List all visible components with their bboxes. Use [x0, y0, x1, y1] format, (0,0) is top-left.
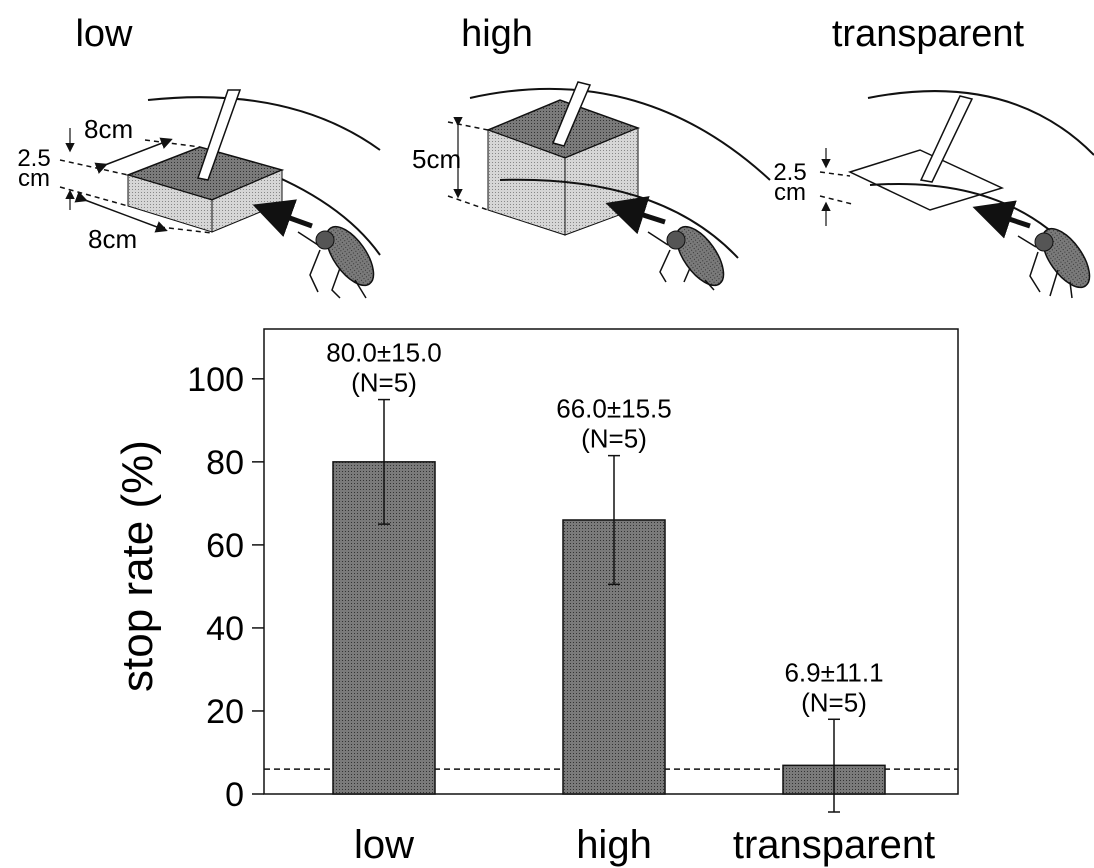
y-tick-label: 80	[206, 444, 244, 482]
dim-line	[819, 195, 853, 205]
dim-arrow	[74, 191, 168, 233]
cockroach-icon	[297, 225, 375, 299]
dim-line	[819, 171, 851, 177]
dim-label-height-bottom: cm	[774, 179, 806, 206]
x-tick-label: transparent	[733, 823, 935, 867]
panel-title-transparent: transparent	[832, 13, 1025, 55]
y-tick-label: 20	[206, 693, 244, 731]
dim-line	[447, 195, 489, 211]
data-label: 6.9±11.1	[784, 657, 883, 687]
y-tick-label: 40	[206, 610, 244, 648]
transparent-plate	[847, 149, 1005, 211]
x-axis: low high transparent	[354, 823, 935, 867]
stimulus-rod	[197, 89, 242, 181]
arena-outer-arc	[867, 90, 1094, 156]
approach-arrow	[972, 200, 1031, 239]
cockroach-icon	[647, 225, 725, 291]
panel-transparent: transparent 2.5 cm	[773, 13, 1094, 299]
dim-label-height-bottom: cm	[18, 165, 50, 192]
panel-low: low 8cm 2.5 cm 8cm	[17, 13, 381, 299]
dim-label-height: 5cm	[412, 144, 461, 174]
data-label: 66.0±15.5	[556, 394, 671, 424]
n-label: (N=5)	[581, 424, 647, 454]
dim-label-height-top: 2.5	[17, 145, 50, 172]
y-axis-label: stop rate (%)	[113, 440, 162, 692]
dim-label-depth: 8cm	[88, 224, 137, 254]
panel-high: high 5cm	[412, 13, 771, 291]
y-tick-label: 60	[206, 527, 244, 565]
dim-line	[144, 139, 201, 148]
dim-arrow	[94, 137, 173, 174]
x-tick-label: low	[354, 823, 414, 867]
dim-label-height-top: 2.5	[773, 159, 806, 186]
x-tick-label: high	[576, 823, 652, 867]
dim-label-width: 8cm	[84, 114, 133, 144]
approach-arrow	[252, 199, 313, 237]
stimulus-rod	[551, 81, 592, 147]
panel-title-high: high	[461, 13, 533, 55]
y-tick-label: 100	[187, 361, 244, 399]
n-label: (N=5)	[351, 368, 417, 398]
approach-arrow	[605, 196, 666, 235]
bars: 80.0±15.0(N=5)66.0±15.5(N=5)6.9±11.1(N=5…	[326, 338, 886, 813]
stimulus-rod	[919, 95, 974, 183]
dim-line	[447, 121, 489, 131]
cockroach-icon	[1017, 227, 1091, 299]
arena-outer-arc	[147, 96, 381, 151]
panel-title-low: low	[75, 13, 133, 55]
data-label: 80.0±15.0	[326, 338, 441, 368]
dim-line	[59, 159, 129, 176]
arena-outer-arc	[469, 87, 771, 181]
y-tick-label: 0	[225, 776, 244, 814]
n-label: (N=5)	[801, 687, 867, 717]
